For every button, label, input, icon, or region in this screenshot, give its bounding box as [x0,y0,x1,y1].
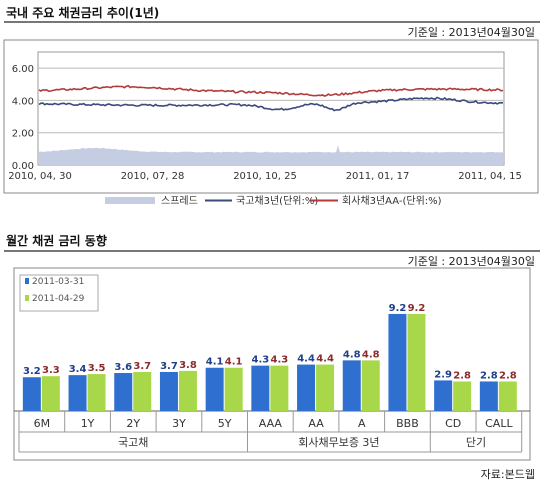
bar-value-label: 2.8 [453,370,471,381]
bar [22,377,41,411]
bar-value-label: 4.4 [297,354,315,365]
bar-legend-swatch [25,278,29,284]
bar-value-label: 4.4 [316,354,334,365]
monthly-title-rule [4,250,540,252]
bar [159,371,178,411]
legend-spread-swatch [105,197,155,204]
bar-legend-label: 2011-03-31 [32,277,84,287]
series-gov-3y-line [38,96,504,112]
bar-value-label: 3.5 [88,363,106,374]
bar-value-label: 3.2 [23,366,41,377]
series-corp-3y-line [38,84,504,97]
bar-frame [13,267,531,461]
bar-value-label: 4.8 [343,349,361,360]
category-label: 1Y [81,417,95,430]
bar [342,360,361,411]
bar-legend-label: 2011-04-29 [32,294,85,304]
bar [87,374,106,411]
category-label: 2Y [126,417,140,430]
trend-ytick-label: 6.00 [12,64,34,75]
trend-title: 국내 주요 채권금리 추이(1년) [6,6,160,20]
bar [205,367,224,411]
bar-value-label: 2.8 [480,370,498,381]
bar [68,375,87,411]
bar [453,381,472,411]
bar-value-label: 3.7 [133,361,151,372]
trend-base-date: 기준일 : 2013년04월30일 [407,26,535,39]
group-label: 단기 [466,436,486,449]
bar [178,370,197,411]
bar-value-label: 2.9 [434,369,452,380]
trend-xtick-label: 2011, 01, 17 [346,171,410,182]
category-label: 5Y [218,417,232,430]
trend-ytick-label: 0.00 [12,161,34,172]
monthly-title: 월간 채권 금리 동향 [6,234,107,248]
bar [251,365,270,411]
bar-value-label: 4.8 [362,349,380,360]
category-label: CALL [485,417,513,430]
bar-legend-box [19,274,99,312]
bar [361,360,380,411]
legend-gov-label: 국고채3년(단위:%) [236,194,318,207]
bar-value-label: 4.1 [206,357,224,368]
bar-value-label: 3.3 [42,365,60,376]
bar-value-label: 3.6 [114,362,132,373]
bar-value-label: 3.8 [179,360,197,371]
trend-xtick-label: 2010, 07, 28 [121,171,185,182]
bar-value-label: 3.7 [160,361,178,372]
bar-value-label: 9.2 [408,303,426,314]
category-label: BBB [396,417,419,430]
trend-ytick-label: 4.00 [12,96,34,107]
trend-ytick-label: 2.00 [12,129,34,140]
bar-value-label: 9.2 [389,303,407,314]
bar [133,371,152,411]
trend-xtick-label: 2010, 04, 30 [8,171,72,182]
bar [41,376,60,411]
category-label: AA [308,417,324,430]
bar [479,381,498,411]
bar-value-label: 4.3 [251,355,269,366]
category-label: AAA [259,417,283,430]
trend-xtick-label: 2010, 10, 25 [233,171,297,182]
bar [498,381,517,411]
bar-legend-swatch [25,295,29,301]
category-label: 6M [34,417,51,430]
bar [316,364,335,411]
group-label: 국고채 [118,436,148,449]
category-label: CD [445,417,461,430]
bar-value-label: 3.4 [69,364,87,375]
source-note: 자료:본드웹 [480,468,535,481]
bar [224,367,243,411]
bar [407,313,426,411]
bar [297,364,316,411]
group-label: 회사채무보증 3년 [298,436,379,449]
bar [434,380,453,411]
category-label: 3Y [172,417,186,430]
bar [388,313,407,411]
category-label: A [358,417,366,430]
bar [270,365,289,411]
legend-spread-label: 스프레드 [161,195,198,207]
trend-title-rule [4,21,540,23]
series-spread-area [39,145,503,165]
bar-value-label: 2.8 [499,370,517,381]
trend-xtick-label: 2011, 04, 15 [458,171,522,182]
bar-value-label: 4.3 [270,355,288,366]
bar [114,373,133,411]
bar-value-label: 4.1 [225,357,243,368]
monthly-base-date: 기준일 : 2013년04월30일 [407,255,535,268]
legend-corp-label: 회사채3년AA-(단위:%) [342,194,442,207]
